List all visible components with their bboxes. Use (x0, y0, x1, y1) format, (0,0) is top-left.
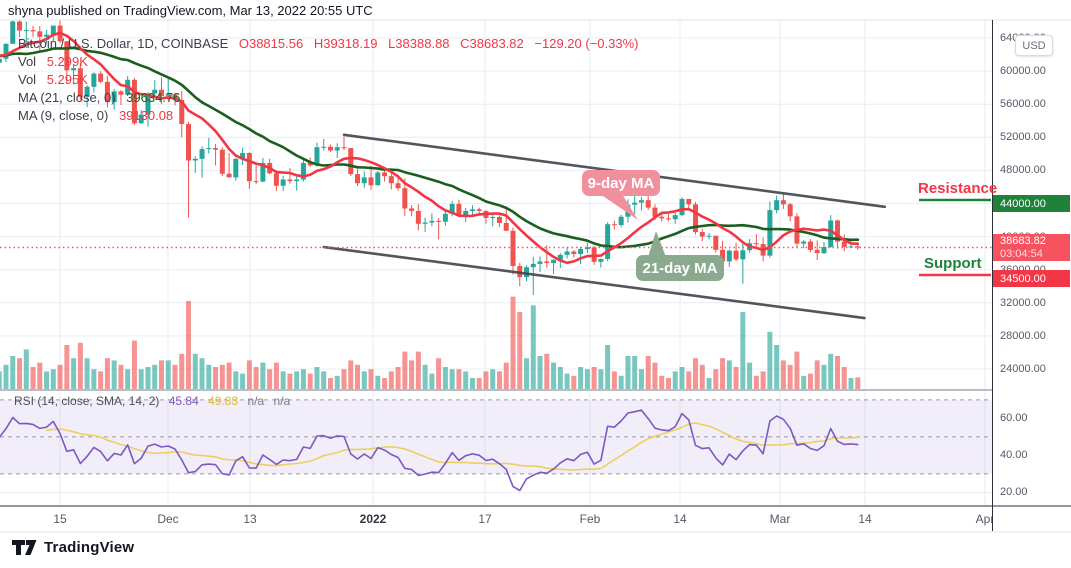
ohlc-low: L38388.88 (388, 36, 450, 51)
time-tick-label: 15 (53, 512, 67, 526)
ma9-callout-bubble: 9-day MA (582, 170, 660, 196)
tradingview-logo-icon (12, 540, 37, 555)
rsi-tick-label: 40.00 (1000, 449, 1028, 462)
ohlc-close: C38683.82 (460, 36, 524, 51)
last-price-value: 38683.82 (1000, 234, 1046, 247)
ma9-value: 39130.08 (118, 108, 174, 123)
ma21-callout-bubble: 21-day MA (636, 255, 724, 281)
time-tick-label: 13 (243, 512, 257, 526)
resistance-label: Resistance (918, 180, 998, 197)
publish-header: shyna published on TradingView.com, Mar … (8, 3, 373, 18)
price-tick-label: 56000.00 (1000, 98, 1046, 111)
ohlc-high: H39318.19 (313, 36, 378, 51)
resistance-price-tag: 44000.00 (993, 195, 1070, 212)
rsi-tick-label: 20.00 (1000, 486, 1028, 499)
time-tick-label: 17 (478, 512, 492, 526)
resistance-price-value: 44000.00 (1000, 197, 1046, 210)
ma9-label: MA (9, close, 0) (18, 108, 109, 123)
symbol-legend-row: Bitcoin / U.S. Dollar, 1D, COINBASE O388… (18, 36, 645, 51)
ohlc-change: −129.20 (−0.33%) (534, 36, 639, 51)
ma9-legend-row: MA (9, close, 0) 39130.08 (18, 108, 180, 123)
price-tick-label: 24000.00 (1000, 363, 1046, 375)
volume-value: 5.299K (46, 54, 88, 69)
rsi-na-2: n/a (273, 394, 291, 408)
support-label: Support (924, 255, 982, 272)
ma9-callout-text: 9-day MA (587, 174, 655, 192)
rsi-na-1: n/a (247, 394, 265, 408)
time-tick-label: Dec (157, 512, 179, 526)
rsi-tick-label: 60.00 (1000, 412, 1028, 425)
time-tick-label: Mar (769, 512, 791, 526)
time-tick-label: Feb (579, 512, 601, 526)
rsi-label: RSI (14, close, SMA, 14, 2) (14, 394, 160, 408)
price-tick-label: 32000.00 (1000, 296, 1046, 309)
currency-toggle-button[interactable]: USD (1015, 35, 1053, 56)
rsi-ma-value: 49.83 (208, 394, 239, 408)
ma21-legend-row: MA (21, close, 0) 39634.76 (18, 90, 187, 105)
volume-label: Vol (18, 72, 37, 87)
bar-countdown: 03:04:54 (1000, 247, 1043, 260)
ohlc-open: O38815.56 (238, 36, 304, 51)
rsi-value: 45.84 (168, 394, 199, 408)
tradingview-logo-text: TradingView (44, 539, 135, 556)
ma21-label: MA (21, close, 0) (18, 90, 116, 105)
support-price-tag: 34500.00 (993, 270, 1070, 287)
time-tick-label: 14 (673, 512, 687, 526)
volume-label: Vol (18, 54, 37, 69)
time-axis[interactable]: 15 Dec 13 2022 17 Feb 14 Mar 14 Apr (0, 506, 992, 532)
rsi-legend-row: RSI (14, close, SMA, 14, 2) 45.84 49.83 … (14, 394, 296, 408)
ma21-callout-text: 21-day MA (642, 259, 718, 277)
price-tick-label: 48000.00 (1000, 164, 1046, 177)
price-tick-label: 28000.00 (1000, 329, 1046, 342)
volume-value: 5.295K (46, 72, 88, 87)
time-tick-label: 14 (858, 512, 872, 526)
price-tick-label: 52000.00 (1000, 131, 1046, 144)
volume-legend-row-2: Vol 5.295K (18, 72, 95, 87)
symbol-title: Bitcoin / U.S. Dollar, 1D, COINBASE (18, 36, 229, 51)
volume-legend-row-1: Vol 5.299K (18, 54, 95, 69)
price-tick-label: 60000.00 (1000, 65, 1046, 78)
time-tick-label: 2022 (359, 512, 387, 526)
last-price-tag: 38683.82 03:04:54 (993, 234, 1070, 261)
support-price-value: 34500.00 (1000, 272, 1046, 285)
ma21-value: 39634.76 (126, 90, 181, 105)
footer-brand: TradingView (12, 539, 134, 556)
time-tick-label: Apr (975, 512, 992, 526)
